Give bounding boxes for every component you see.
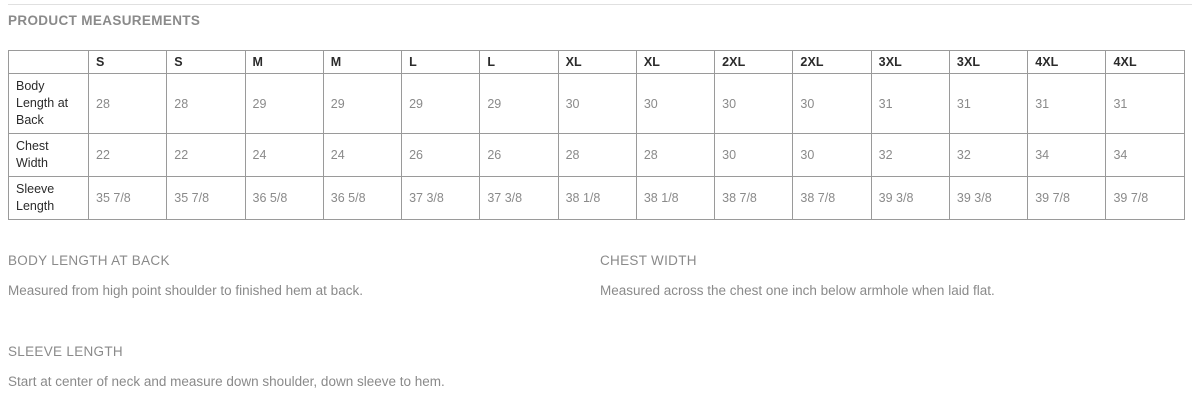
- table-cell: 26: [479, 133, 559, 177]
- table-cell: 28: [87, 73, 168, 134]
- definition-sleeve-length: SLEEVE LENGTH Start at center of neck an…: [8, 343, 600, 390]
- table-cell: 32: [870, 133, 950, 177]
- definition-text: Start at center of neck and measure down…: [8, 374, 445, 389]
- table-cell: 31: [870, 73, 950, 134]
- size-header-cell: 2XL: [792, 50, 872, 74]
- measurements-table: S S M M L L XL XL 2XL 2XL 3XL 3XL 4XL 4X…: [8, 50, 1185, 220]
- table-cell: 30: [792, 133, 872, 177]
- table-row: Chest Width 22 22 24 24 26 26 28 28 30 3…: [8, 133, 1185, 177]
- table-cell: 34: [1027, 133, 1107, 177]
- table-cell: 30: [792, 73, 872, 134]
- table-cell: 39 7/8: [1105, 176, 1185, 220]
- size-header-cell: M: [322, 50, 403, 74]
- page-title: PRODUCT MEASUREMENTS: [8, 13, 201, 28]
- table-corner-cell: [8, 50, 89, 74]
- row-label-chest-width: Chest Width: [8, 133, 89, 177]
- table-cell: 26: [401, 133, 481, 177]
- table-cell: 39 7/8: [1027, 176, 1107, 220]
- definition-text: Measured across the chest one inch below…: [600, 283, 995, 298]
- definition-text: Measured from high point shoulder to fin…: [8, 283, 363, 298]
- size-header-cell: S: [87, 50, 168, 74]
- table-cell: 31: [1105, 73, 1185, 134]
- table-cell: 24: [244, 133, 324, 177]
- definitions-row-2: SLEEVE LENGTH Start at center of neck an…: [8, 343, 1192, 390]
- table-header: S S M M L L XL XL 2XL 2XL 3XL 3XL 4XL 4X…: [8, 50, 1185, 74]
- table-cell: 30: [714, 73, 794, 134]
- table-cell: 28: [635, 133, 716, 177]
- row-label-sleeve-length: Sleeve Length: [8, 176, 89, 220]
- table-cell: 38 7/8: [792, 176, 872, 220]
- table-cell: 29: [401, 73, 481, 134]
- table-cell: 31: [948, 73, 1029, 134]
- table-cell: 38 1/8: [635, 176, 716, 220]
- definition-title: SLEEVE LENGTH: [8, 344, 123, 359]
- size-header-cell: 4XL: [1105, 50, 1185, 74]
- table-row: Sleeve Length 35 7/8 35 7/8 36 5/8 36 5/…: [8, 176, 1185, 220]
- table-cell: 38 7/8: [714, 176, 794, 220]
- size-header-cell: XL: [635, 50, 716, 74]
- table-cell: 22: [87, 133, 168, 177]
- definition-chest-width: CHEST WIDTH Measured across the chest on…: [600, 252, 1192, 299]
- table-cell: 28: [557, 133, 637, 177]
- size-header-cell: 3XL: [948, 50, 1029, 74]
- row-label-body-length: Body Length at Back: [8, 73, 89, 134]
- table-cell: 36 5/8: [244, 176, 324, 220]
- definitions-row-1: BODY LENGTH AT BACK Measured from high p…: [8, 252, 1192, 299]
- table-cell: 31: [1027, 73, 1107, 134]
- table-cell: 38 1/8: [557, 176, 637, 220]
- table-cell: 24: [322, 133, 403, 177]
- table-body: Body Length at Back 28 28 29 29 29 29 30…: [8, 73, 1185, 220]
- table-cell: 28: [166, 73, 246, 134]
- table-cell: 35 7/8: [166, 176, 246, 220]
- top-divider: [8, 4, 1192, 5]
- table-cell: 29: [244, 73, 324, 134]
- size-header-cell: S: [166, 50, 246, 74]
- table-cell: 29: [479, 73, 559, 134]
- table-cell: 37 3/8: [479, 176, 559, 220]
- table-cell: 32: [948, 133, 1029, 177]
- measurement-definitions: BODY LENGTH AT BACK Measured from high p…: [8, 252, 1192, 390]
- size-header-cell: 2XL: [714, 50, 794, 74]
- table-cell: 22: [166, 133, 246, 177]
- size-header-cell: XL: [557, 50, 637, 74]
- table-cell: 39 3/8: [948, 176, 1029, 220]
- definition-title: CHEST WIDTH: [600, 253, 697, 268]
- table-cell: 30: [557, 73, 637, 134]
- definition-title: BODY LENGTH AT BACK: [8, 253, 170, 268]
- table-cell: 37 3/8: [401, 176, 481, 220]
- table-cell: 39 3/8: [870, 176, 950, 220]
- size-header-cell: L: [479, 50, 559, 74]
- table-cell: 29: [322, 73, 403, 134]
- size-header-cell: 4XL: [1027, 50, 1107, 74]
- table-cell: 30: [635, 73, 716, 134]
- table-cell: 34: [1105, 133, 1185, 177]
- table-cell: 30: [714, 133, 794, 177]
- size-header-cell: 3XL: [870, 50, 950, 74]
- size-header-cell: L: [401, 50, 481, 74]
- measurements-table-container: S S M M L L XL XL 2XL 2XL 3XL 3XL 4XL 4X…: [8, 50, 1185, 220]
- table-cell: 36 5/8: [322, 176, 403, 220]
- table-row: Body Length at Back 28 28 29 29 29 29 30…: [8, 73, 1185, 134]
- table-cell: 35 7/8: [87, 176, 168, 220]
- size-header-row: S S M M L L XL XL 2XL 2XL 3XL 3XL 4XL 4X…: [8, 50, 1185, 74]
- size-header-cell: M: [244, 50, 324, 74]
- definition-body-length-at-back: BODY LENGTH AT BACK Measured from high p…: [8, 252, 600, 299]
